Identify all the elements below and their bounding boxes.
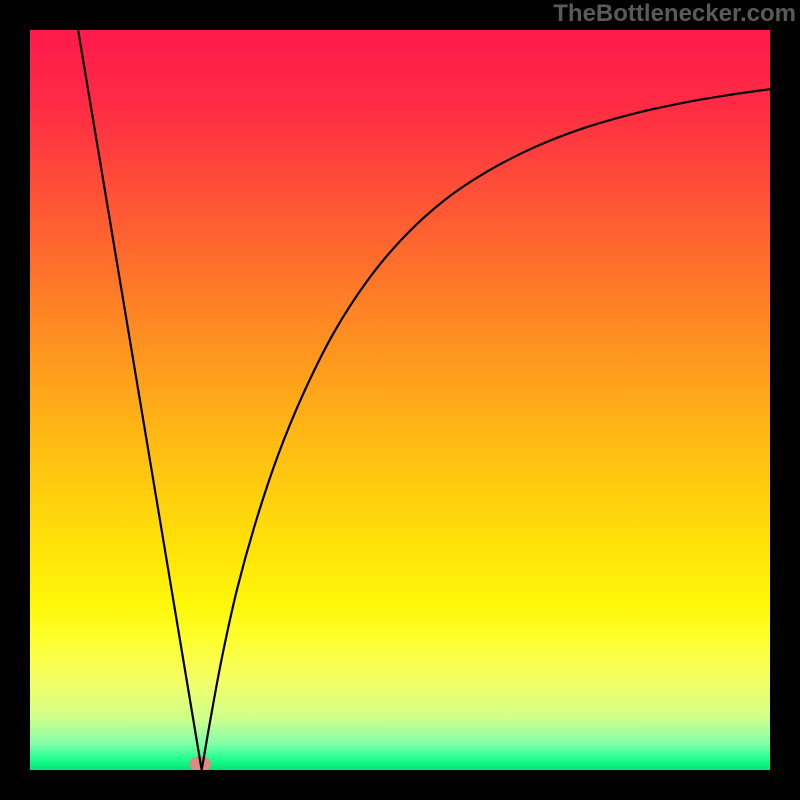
watermark-text: TheBottlenecker.com xyxy=(553,0,796,28)
plot-area xyxy=(30,30,770,770)
curve-right-segment xyxy=(202,89,770,770)
bottleneck-curve xyxy=(30,30,770,770)
curve-left-segment xyxy=(78,30,202,770)
chart-container: TheBottlenecker.com xyxy=(0,0,800,800)
